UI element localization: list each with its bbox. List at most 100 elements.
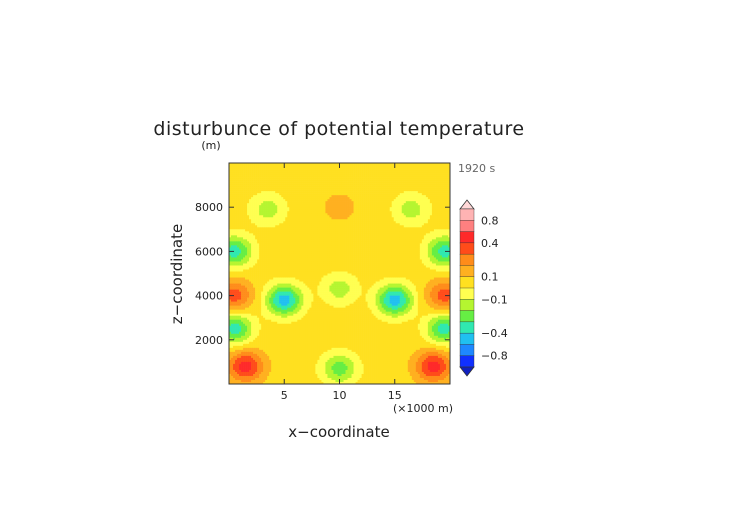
heatmap-cell: [289, 321, 292, 325]
heatmap-cell: [293, 353, 296, 357]
heatmap-cell: [241, 211, 244, 214]
heatmap-cell: [247, 319, 250, 323]
heatmap-cell: [233, 303, 236, 306]
heatmap-cell: [231, 219, 234, 222]
heatmap-cell: [239, 177, 242, 180]
heatmap-cell: [277, 205, 280, 208]
heatmap-cell: [259, 269, 262, 272]
heatmap-cell: [263, 223, 266, 226]
heatmap-cell: [267, 227, 270, 230]
heatmap-cell: [241, 235, 244, 238]
heatmap-cell: [239, 233, 242, 236]
heatmap-cell: [243, 319, 246, 323]
heatmap-cell: [241, 227, 244, 230]
heatmap-cell: [295, 209, 298, 212]
heatmap-cell: [281, 353, 284, 357]
heatmap-cell: [283, 341, 286, 345]
heatmap-cell: [261, 289, 264, 292]
heatmap-cell: [255, 231, 258, 234]
heatmap-cell: [313, 243, 316, 246]
heatmap-cell: [299, 241, 302, 244]
heatmap-cell: [299, 245, 302, 248]
heatmap-cell: [251, 255, 254, 258]
heatmap-cell: [257, 197, 260, 200]
heatmap-cell: [311, 221, 314, 224]
heatmap-cell: [291, 295, 294, 298]
heatmap-cell: [239, 265, 242, 268]
heatmap-cell: [273, 339, 276, 343]
heatmap-cell: [273, 257, 276, 260]
heatmap-cell: [249, 229, 252, 232]
heatmap-cell: [283, 327, 286, 331]
heatmap-cell: [299, 179, 302, 182]
heatmap-cell: [283, 303, 286, 306]
heatmap-cell: [237, 237, 240, 240]
heatmap-cell: [311, 265, 314, 268]
heatmap-cell: [277, 317, 280, 321]
heatmap-cell: [243, 249, 246, 252]
heatmap-cell: [287, 365, 290, 369]
heatmap-cell: [295, 309, 298, 312]
heatmap-cell: [247, 355, 250, 359]
heatmap-cell: [285, 349, 288, 353]
heatmap-cell: [269, 323, 272, 327]
heatmap-cell: [255, 225, 258, 228]
heatmap-cell: [289, 311, 292, 314]
heatmap-cell: [305, 229, 308, 232]
heatmap-cell: [231, 375, 234, 379]
heatmap-cell: [251, 241, 254, 244]
heatmap-cell: [289, 225, 292, 228]
heatmap-cell: [251, 239, 254, 242]
heatmap-cell: [301, 275, 304, 278]
heatmap-cell: [287, 189, 290, 192]
heatmap-cell: [239, 223, 242, 226]
heatmap-cell: [261, 167, 264, 170]
heatmap-cell: [265, 245, 268, 248]
heatmap-cell: [289, 233, 292, 236]
heatmap-cell: [269, 283, 272, 286]
heatmap-cell: [267, 189, 270, 192]
heatmap-cell: [279, 223, 282, 226]
heatmap-cell: [301, 293, 304, 296]
heatmap-cell: [239, 317, 242, 321]
heatmap-cell: [305, 341, 308, 345]
heatmap-cell: [229, 231, 232, 234]
heatmap-cell: [267, 281, 270, 284]
heatmap-cell: [293, 357, 296, 361]
heatmap-cell: [241, 247, 244, 250]
heatmap-cell: [279, 275, 282, 278]
heatmap-cell: [313, 333, 316, 337]
heatmap-cell: [279, 287, 282, 290]
heatmap-cell: [317, 243, 320, 246]
heatmap-cell: [231, 357, 234, 361]
heatmap-cell: [301, 257, 304, 260]
heatmap-cell: [245, 251, 248, 254]
heatmap-cell: [301, 373, 304, 377]
heatmap-cell: [265, 301, 268, 304]
heatmap-cell: [235, 359, 238, 363]
heatmap-cell: [295, 197, 298, 200]
heatmap-cell: [237, 261, 240, 264]
heatmap-cell: [313, 287, 316, 290]
heatmap-cell: [251, 199, 254, 202]
heatmap-cell: [295, 229, 298, 232]
heatmap-cell: [281, 211, 284, 214]
heatmap-cell: [317, 239, 320, 242]
heatmap-cell: [277, 203, 280, 206]
heatmap-cell: [295, 345, 298, 349]
heatmap-cell: [239, 315, 242, 318]
heatmap-cell: [285, 197, 288, 200]
heatmap-cell: [273, 167, 276, 170]
heatmap-cell: [255, 235, 258, 238]
heatmap-cell: [233, 259, 236, 262]
heatmap-cell: [315, 237, 318, 240]
heatmap-cell: [303, 243, 306, 246]
heatmap-cell: [237, 365, 240, 369]
heatmap-cell: [233, 343, 236, 347]
heatmap-cell: [287, 275, 290, 278]
heatmap-cell: [289, 263, 292, 266]
heatmap-cell: [315, 235, 318, 238]
heatmap-cell: [291, 359, 294, 363]
heatmap-cell: [299, 249, 302, 252]
heatmap-cell: [313, 323, 316, 327]
